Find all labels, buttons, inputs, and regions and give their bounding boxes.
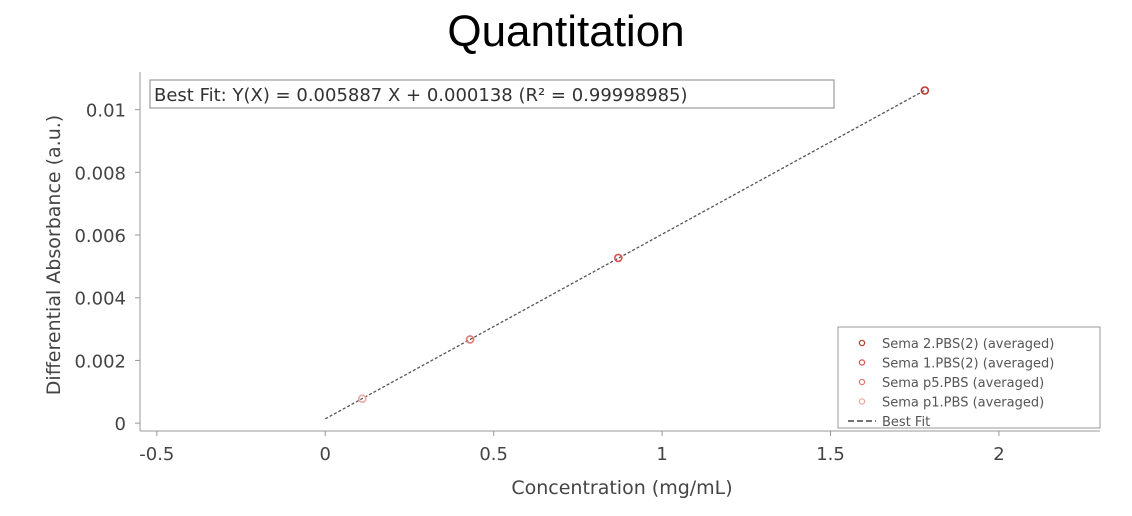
chart-axes: -0.5 0 0.5 1 1.5 2 0 0.002 0.004 0.006 0.008 0.01	[74, 72, 1100, 465]
legend-label: Sema p1.PBS (averaged)	[882, 396, 1044, 411]
y-tick-label: 0.002	[74, 351, 126, 372]
legend-marker	[858, 339, 866, 347]
legend-marker	[858, 359, 866, 366]
legend-marker	[858, 398, 866, 405]
x-tick-label: 0.5	[479, 444, 508, 465]
x-tick-label: 0	[320, 444, 331, 465]
fit-annotation-text: Best Fit: Y(X) = 0.005887 X + 0.000138 (…	[154, 85, 688, 106]
best-fit-line	[324, 89, 926, 420]
x-axis-title: Concentration (mg/mL)	[511, 477, 732, 499]
legend: Sema 2.PBS(2) (averaged) Sema 1.PBS(2) (a…	[837, 326, 1101, 430]
data-point	[614, 253, 623, 263]
legend-marker	[858, 378, 866, 386]
y-tick-label: 0.008	[74, 163, 126, 184]
data-points	[358, 86, 930, 404]
fit-annotation-box: Best Fit: Y(X) = 0.005887 X + 0.000138 (…	[149, 79, 835, 109]
y-tick-label: 0.01	[86, 101, 126, 122]
legend-frame	[837, 326, 1101, 429]
page-title: Quantitation	[447, 7, 685, 56]
best-fit-line-group	[324, 89, 926, 420]
y-tick-label: 0.004	[74, 289, 126, 310]
fit-annotation-frame	[149, 79, 835, 109]
y-tick-label: 0.006	[74, 226, 126, 247]
legend-label: Best Fit	[882, 415, 930, 430]
x-tick-label: 2	[993, 444, 1004, 465]
x-tick-label: 1.5	[816, 444, 845, 465]
data-point	[920, 86, 930, 95]
y-axis-title: Differential Absorbance (a.u.)	[43, 115, 65, 395]
x-tick-label: -0.5	[139, 444, 174, 465]
x-tick-label: 1	[656, 444, 667, 465]
legend-label: Sema 2.PBS(2) (averaged)	[882, 337, 1054, 352]
data-point	[358, 394, 367, 404]
y-tick-label: 0	[115, 414, 126, 435]
legend-label: Sema p5.PBS (averaged)	[882, 376, 1044, 391]
legend-label: Sema 1.PBS(2) (averaged)	[882, 357, 1054, 372]
data-point	[465, 335, 475, 344]
